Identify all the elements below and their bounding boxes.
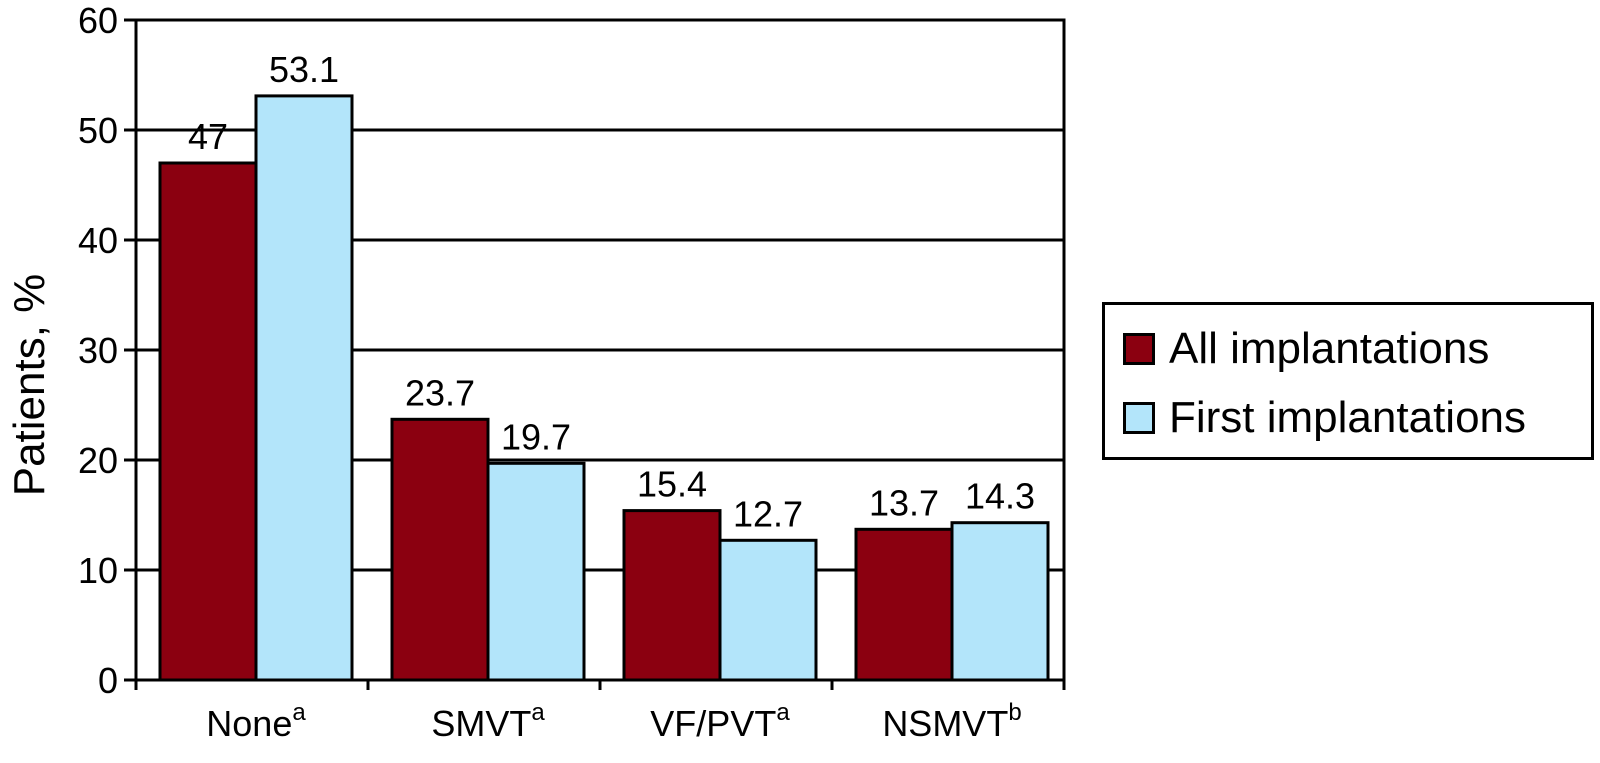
data-labels: 47 53.1 23.7 19.7 15.4 12.7 13.7 14.3	[188, 49, 1035, 534]
bar	[854, 527, 954, 682]
bar	[254, 94, 354, 682]
x-tick-label: VF/PVTa	[650, 699, 790, 744]
data-label: 13.7	[869, 482, 939, 523]
data-label: 19.7	[501, 416, 571, 457]
bars	[158, 94, 1050, 682]
bar	[390, 417, 490, 682]
legend-swatch-first-implantations	[1123, 402, 1155, 434]
legend-label: All implantations	[1169, 324, 1490, 373]
y-tick-label: 40	[78, 220, 118, 261]
bar	[622, 509, 722, 682]
x-tick-label: NSMVTb	[882, 699, 1021, 744]
x-tick-label: Nonea	[206, 699, 306, 744]
y-tick-label: 30	[78, 330, 118, 371]
data-label: 12.7	[733, 493, 803, 534]
y-tick-label: 0	[98, 660, 118, 701]
y-tick-label: 50	[78, 110, 118, 151]
legend-item-first-implantations: First implantations	[1123, 396, 1526, 440]
y-tick-label: 20	[78, 440, 118, 481]
axes: 0 10 20 30 40 50 60 Nonea SMVTa VF/PVTa NSMVTb	[78, 0, 1066, 744]
bar	[158, 161, 258, 682]
legend-item-all-implantations: All implantations	[1123, 327, 1489, 371]
x-tick-label: SMVTa	[431, 699, 545, 744]
data-label: 53.1	[269, 49, 339, 90]
data-label: 15.4	[637, 464, 707, 505]
legend-label: First implantations	[1169, 393, 1527, 442]
legend: All implantations First implantations	[1102, 302, 1594, 460]
legend-swatch-all-implantations	[1123, 333, 1155, 365]
data-label: 47	[188, 116, 228, 157]
bar	[718, 538, 818, 682]
bar	[486, 461, 586, 682]
bar	[950, 521, 1050, 682]
data-label: 14.3	[965, 476, 1035, 517]
data-label: 23.7	[405, 372, 475, 413]
y-axis-title: Patients, %	[5, 274, 54, 497]
y-tick-label: 10	[78, 550, 118, 591]
y-tick-label: 60	[78, 0, 118, 41]
